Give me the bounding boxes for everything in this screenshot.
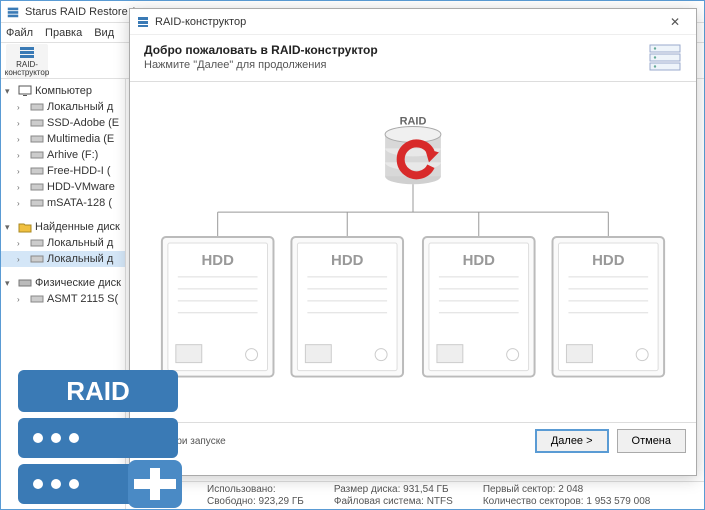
folder-icon [18,221,32,233]
tree-item[interactable]: ›mSATA-128 ( [1,195,125,211]
server-icon [648,43,682,73]
statusbar: Использовано: Свободно: 923,29 ГБ Размер… [127,481,704,509]
chevron-down-icon: ▾ [5,222,15,233]
raid-diagram: RAID HDD [130,82,696,422]
raid-icon [17,45,37,61]
disk-icon [30,197,44,209]
tree-item[interactable]: ›Free-HDD-I ( [1,163,125,179]
disk-icon [30,165,44,177]
computer-icon [18,85,32,97]
close-button[interactable]: ✕ [660,15,690,29]
tree-group-computer[interactable]: ▾ Компьютер [1,83,125,99]
chevron-down-icon: ▾ [5,278,15,289]
next-button[interactable]: Далее > [535,429,609,453]
dialog-icon [136,15,150,29]
disk-icon [30,117,44,129]
chevron-down-icon: ▾ [5,86,15,97]
disk-icon [30,133,44,145]
dialog-heading: Добро пожаловать в RAID-конструктор [144,43,378,57]
svg-text:RAID: RAID [400,115,427,127]
tree-group-physical[interactable]: ▾ Физические диск [1,275,125,291]
main-title: Starus RAID Restore 1. [25,6,140,18]
tree-item[interactable]: ›Локальный д [1,251,125,267]
disk-icon [30,101,44,113]
disk-icon [30,253,44,265]
dialog-subheading: Нажмите "Далее" для продолжения [144,59,378,71]
tree-item[interactable]: ›HDD-VMware [1,179,125,195]
menu-view[interactable]: Вид [94,27,114,39]
app-icon [6,5,20,19]
disk-icon [30,149,44,161]
raid-constructor-button[interactable]: RAID-конструктор [6,44,48,78]
dialog-titlebar[interactable]: RAID-конструктор ✕ [130,9,696,35]
drive-icon [18,277,32,289]
svg-text:RAID: RAID [66,376,130,406]
menu-file[interactable]: Файл [6,27,33,39]
product-logo: RAID [8,360,188,510]
cancel-button[interactable]: Отмена [617,429,686,453]
disk-icon [30,181,44,193]
tree-item[interactable]: ›Локальный д [1,235,125,251]
tree-item[interactable]: ›ASMT 2115 S( [1,291,125,307]
dialog-title: RAID-конструктор [155,16,246,28]
raid-constructor-dialog: RAID-конструктор ✕ Добро пожаловать в RA… [129,8,697,476]
disk-icon [30,293,44,305]
tree-item[interactable]: ›Arhive (F:) [1,147,125,163]
menu-edit[interactable]: Правка [45,27,82,39]
disk-icon [30,237,44,249]
tree-item[interactable]: ›SSD-Adobe (E [1,115,125,131]
tree-item[interactable]: ›Локальный д [1,99,125,115]
tree-group-found[interactable]: ▾ Найденные диск [1,219,125,235]
tree-item[interactable]: ›Multimedia (E [1,131,125,147]
